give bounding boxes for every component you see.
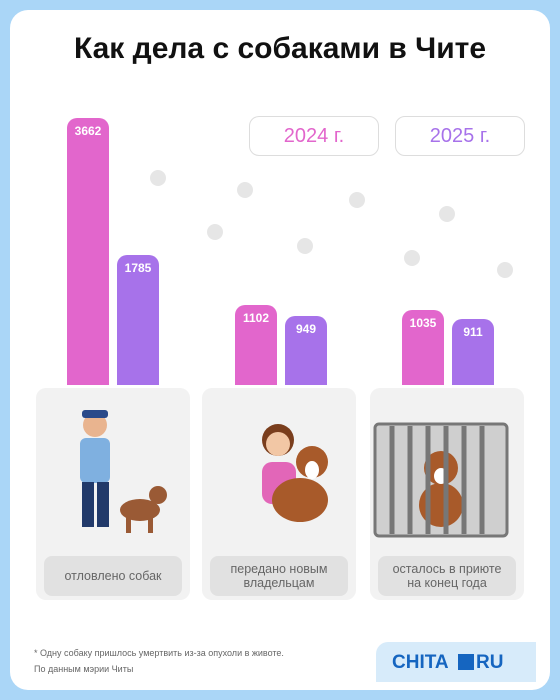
chart-title: Как дела с собаками в Чите xyxy=(73,32,487,65)
value-label: 1035 xyxy=(409,315,437,330)
legend-item: 2025 г. xyxy=(395,116,525,156)
bar xyxy=(285,315,327,385)
illustrations xyxy=(80,410,509,538)
value-label: 911 xyxy=(463,324,483,339)
category-label: передано новым владельцам xyxy=(210,556,348,596)
source: По данным мэрии Читы xyxy=(34,664,134,674)
bar xyxy=(452,318,494,385)
illustration-cage xyxy=(373,422,509,538)
value-label: 3662 xyxy=(74,124,102,138)
value-label: 949 xyxy=(295,321,317,336)
value-label: 1102 xyxy=(242,310,270,325)
legend-item: 2024 г. xyxy=(249,116,379,156)
logo: CHITA RU xyxy=(376,642,536,682)
category-label: осталось в приюте на конец года xyxy=(378,556,516,596)
bar xyxy=(235,304,277,385)
paw-decor xyxy=(150,170,513,278)
logo-box xyxy=(458,654,474,670)
logo-left: CHITA xyxy=(392,652,449,673)
bar xyxy=(67,118,109,385)
logo-right: RU xyxy=(476,652,504,673)
value-label: 1785 xyxy=(124,260,152,275)
footnote: * Одну собаку пришлось умертвить из-за о… xyxy=(34,648,284,658)
category-label: отловлено собак xyxy=(44,556,182,596)
bar xyxy=(117,254,159,385)
illustration-officer xyxy=(80,410,167,533)
illustration-girl xyxy=(262,424,328,522)
bar xyxy=(402,309,444,385)
